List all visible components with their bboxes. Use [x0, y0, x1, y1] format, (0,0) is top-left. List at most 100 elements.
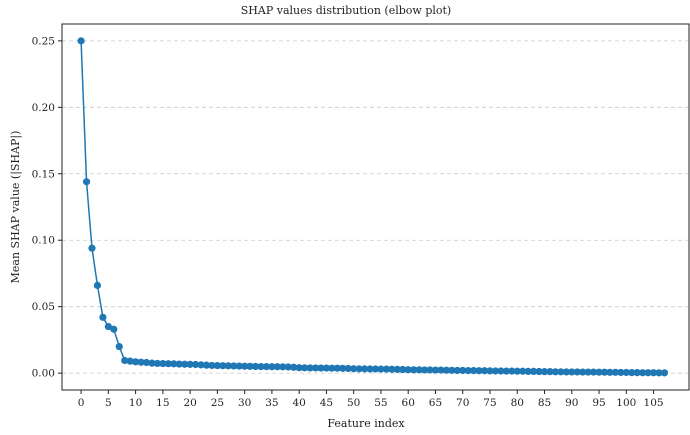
data-point: [301, 364, 309, 372]
data-point: [491, 367, 500, 375]
data-point: [448, 366, 456, 374]
x-tick-label: 90: [565, 397, 578, 409]
data-point: [181, 360, 189, 368]
data-point: [540, 368, 549, 376]
data-point: [126, 357, 134, 365]
data-point: [350, 365, 358, 373]
data-point: [660, 369, 669, 377]
data-point: [573, 368, 581, 376]
data-point: [366, 365, 374, 373]
data-point: [475, 367, 483, 375]
y-tick-label: 0.00: [32, 368, 55, 380]
data-point: [153, 359, 162, 368]
plot-frame: [61, 23, 690, 391]
data-point: [562, 368, 570, 376]
data-point: [410, 366, 418, 374]
data-point: [77, 37, 85, 45]
data-point: [213, 361, 221, 370]
x-tick-label: 95: [592, 397, 605, 409]
data-point: [508, 367, 516, 375]
data-point: [426, 366, 434, 374]
x-tick-label: 100: [616, 397, 636, 409]
data-point: [257, 363, 265, 371]
x-tick-label: 30: [238, 397, 251, 409]
data-point: [317, 364, 325, 372]
data-point: [639, 369, 647, 377]
data-point: [513, 367, 521, 375]
x-tick-label: 25: [211, 397, 224, 409]
data-point: [279, 363, 287, 371]
data-point: [262, 363, 271, 371]
x-tick-label: 105: [644, 397, 664, 409]
data-point: [197, 361, 205, 369]
data-point: [551, 368, 560, 376]
data-point: [595, 368, 603, 376]
data-point: [649, 369, 658, 377]
data-point: [480, 367, 489, 375]
data-point: [464, 366, 472, 375]
data-points: [77, 37, 669, 377]
data-point: [104, 323, 112, 331]
data-point: [224, 362, 232, 370]
x-tick-label: 40: [292, 397, 305, 409]
data-point: [268, 363, 276, 371]
data-point: [568, 368, 576, 376]
y-tick-label: 0.15: [32, 168, 55, 180]
data-point: [606, 368, 614, 376]
data-point: [388, 365, 396, 373]
x-tick-label: 75: [483, 397, 496, 409]
x-tick-label: 45: [320, 397, 333, 409]
data-point: [579, 368, 587, 376]
x-axis-label: Feature index: [327, 417, 405, 430]
data-point: [360, 365, 369, 373]
x-tick-label: 80: [511, 397, 524, 409]
data-point: [617, 368, 625, 377]
data-point: [241, 362, 249, 370]
x-tick-label: 10: [129, 397, 142, 409]
data-point: [251, 362, 260, 371]
x-tick-label: 70: [456, 397, 469, 409]
data-point: [344, 364, 352, 373]
x-tick-label: 50: [347, 397, 360, 409]
x-tick-label: 35: [265, 397, 278, 409]
data-point: [99, 313, 107, 321]
x-tick-label: 5: [105, 397, 112, 409]
data-point: [453, 366, 461, 375]
data-point: [470, 366, 478, 375]
data-point: [535, 367, 543, 376]
data-point: [93, 281, 102, 290]
data-point: [382, 365, 391, 373]
y-tick-label: 0.25: [32, 35, 55, 47]
data-point: [393, 365, 401, 374]
data-point: [442, 366, 450, 374]
data-point: [284, 363, 292, 371]
data-point: [311, 364, 320, 372]
data-point: [622, 368, 630, 377]
data-point: [186, 360, 194, 368]
data-point: [142, 358, 151, 367]
x-tick-label: 20: [183, 397, 196, 409]
y-tick-label: 0.20: [32, 102, 55, 114]
data-point: [202, 361, 211, 369]
data-point: [415, 366, 423, 374]
data-point: [644, 369, 652, 377]
x-tick-label: 65: [429, 397, 442, 409]
data-point: [420, 366, 429, 374]
x-tick-label: 85: [538, 397, 551, 409]
data-point: [322, 364, 331, 372]
data-point: [600, 368, 609, 376]
grid-layer: [62, 40, 689, 374]
data-point: [110, 325, 118, 333]
data-point: [246, 362, 254, 370]
data-point: [82, 178, 91, 186]
data-point: [306, 364, 314, 372]
data-point: [437, 366, 445, 374]
data-point: [159, 359, 167, 368]
data-point: [295, 364, 303, 372]
data-point: [164, 360, 172, 368]
x-tick-label: 55: [374, 397, 387, 409]
data-point: [355, 365, 363, 373]
y-axis-ticks: 0.00 0.05 0.10 0.15 0.20 0.25: [32, 35, 62, 380]
data-point: [191, 360, 200, 369]
x-tick-label: 15: [156, 397, 169, 409]
